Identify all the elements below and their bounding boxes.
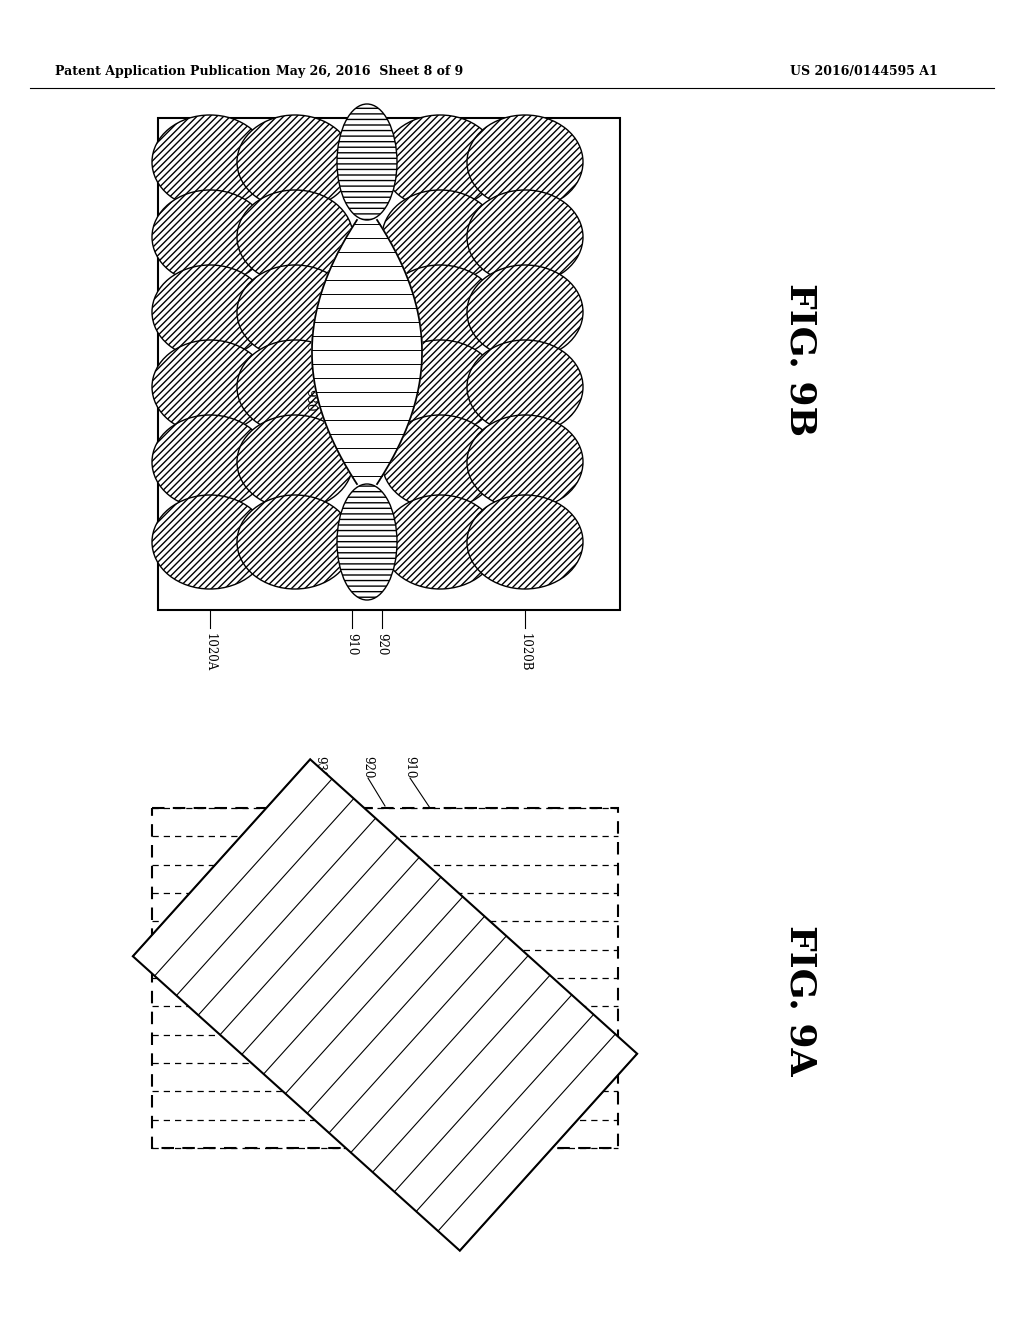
Ellipse shape	[382, 341, 498, 434]
Ellipse shape	[237, 190, 353, 284]
Text: FIG. 9A: FIG. 9A	[783, 925, 817, 1076]
Polygon shape	[133, 759, 637, 1250]
Ellipse shape	[152, 190, 268, 284]
Ellipse shape	[337, 104, 397, 220]
Ellipse shape	[467, 341, 583, 434]
Text: 930: 930	[313, 755, 327, 777]
Ellipse shape	[382, 414, 498, 510]
Ellipse shape	[152, 341, 268, 434]
Ellipse shape	[467, 190, 583, 284]
Ellipse shape	[382, 495, 498, 589]
Ellipse shape	[237, 115, 353, 209]
Bar	[158, 117, 620, 610]
Ellipse shape	[467, 115, 583, 209]
Ellipse shape	[237, 414, 353, 510]
Ellipse shape	[337, 484, 397, 601]
Text: 920: 920	[361, 755, 375, 777]
Text: 920: 920	[376, 634, 388, 655]
Ellipse shape	[467, 414, 583, 510]
Text: 910: 910	[403, 755, 417, 777]
Ellipse shape	[152, 414, 268, 510]
Bar	[152, 808, 618, 1148]
Ellipse shape	[382, 115, 498, 209]
Ellipse shape	[237, 495, 353, 589]
Ellipse shape	[152, 495, 268, 589]
Text: US 2016/0144595 A1: US 2016/0144595 A1	[790, 66, 938, 78]
Ellipse shape	[152, 115, 268, 209]
Text: 910: 910	[345, 634, 358, 655]
Text: 930: 930	[303, 389, 316, 412]
Ellipse shape	[382, 190, 498, 284]
Ellipse shape	[467, 495, 583, 589]
Text: FIG. 9B: FIG. 9B	[783, 284, 817, 437]
Polygon shape	[312, 220, 422, 484]
Ellipse shape	[152, 265, 268, 359]
Text: Patent Application Publication: Patent Application Publication	[55, 66, 270, 78]
Ellipse shape	[237, 341, 353, 434]
Text: 1020A: 1020A	[204, 634, 216, 672]
Ellipse shape	[382, 265, 498, 359]
Text: 1020B: 1020B	[518, 634, 531, 672]
Text: May 26, 2016  Sheet 8 of 9: May 26, 2016 Sheet 8 of 9	[276, 66, 464, 78]
Ellipse shape	[467, 265, 583, 359]
Ellipse shape	[237, 265, 353, 359]
